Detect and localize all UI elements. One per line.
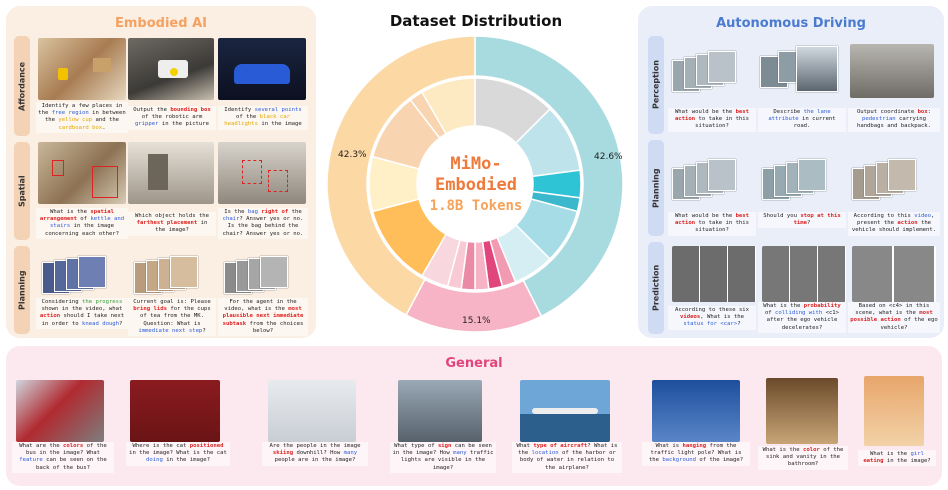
outer-slice-0 (474, 35, 624, 318)
tokens-label: 1.8B Tokens (429, 198, 523, 214)
perception-image-pedestrian (850, 44, 934, 98)
row-label-affordance: Affordance (14, 36, 30, 136)
name-line-1: MiMo- (450, 154, 502, 174)
row-label-planning: Planning (14, 246, 30, 334)
caption-general-4: What type of sign can be seen in the ima… (390, 442, 496, 473)
planning-ad-frames-2 (762, 158, 846, 204)
affordance-image-robot-arm (128, 38, 214, 100)
caption-affordance-2: Output the bounding box of the robotic a… (128, 106, 216, 130)
caption-planning-ad-2: Should you stop at this time? (758, 212, 846, 229)
general-image-traffic (398, 380, 482, 442)
planning-frames-1 (42, 256, 126, 296)
caption-prediction-3: Based on <c4> in this scene, what is the… (848, 302, 940, 333)
general-image-bathroom (766, 378, 838, 444)
caption-planning-2: Current goal is: Please bring lids for t… (128, 298, 216, 337)
dataset-distribution-title: Dataset Distribution (389, 12, 563, 30)
caption-planning-3: For the agent in the video, what is the … (218, 298, 308, 337)
caption-perception-3: Output coordinate box: pedestrian carryi… (848, 108, 940, 132)
row-label-planning-ad: Planning (648, 140, 664, 236)
spatial-image-kettle-stairs (38, 142, 126, 204)
row-label-prediction: Prediction (648, 242, 664, 334)
general-image-airplane (520, 380, 610, 442)
caption-prediction-2: What is the probability of colliding wit… (758, 302, 846, 333)
general-image-bus (16, 380, 104, 442)
prediction-grid-2 (762, 246, 846, 302)
prediction-grid-1 (672, 246, 756, 302)
name-line-2: Embodied (435, 175, 517, 195)
perception-frames-1 (672, 50, 756, 96)
donut-center (418, 127, 532, 241)
caption-spatial-3: Is the bag right of the chair? Answer ye… (218, 208, 308, 239)
row-label-spatial: Spatial (14, 142, 30, 240)
pct-autonomous: 42.6% (594, 152, 623, 162)
spatial-image-room (128, 142, 214, 204)
general-title: General (445, 356, 503, 371)
caption-affordance-1: Identify a few places in the free region… (36, 102, 128, 133)
caption-general-7: What is the color of the sink and vanity… (758, 446, 848, 470)
autonomous-driving-panel: Autonomous Driving Perception Planning P… (638, 6, 944, 338)
prediction-grid-3 (852, 246, 936, 302)
mimo-embodied-label: MiMo- Embodied 1.8B Tokens (388, 154, 564, 217)
caption-general-8: What is the girl eating in the image? (858, 450, 936, 467)
dataset-distribution-donut (326, 35, 624, 333)
caption-planning-1: Considering the progress shown in the vi… (36, 298, 128, 329)
autonomous-driving-title: Autonomous Driving (716, 16, 866, 31)
caption-planning-ad-3: According to this video, present the act… (848, 212, 940, 236)
caption-general-3: Are the people in the image skiing downh… (262, 442, 368, 466)
perception-frames-2 (760, 46, 844, 96)
planning-frames-3 (224, 256, 308, 296)
caption-perception-2: Describe the lane attribute in current r… (758, 108, 846, 132)
planning-ad-frames-3 (852, 158, 936, 204)
general-image-skiing (268, 380, 356, 442)
outer-slice-2 (326, 35, 476, 317)
row-label-perception: Perception (648, 36, 664, 134)
caption-general-5: What type of aircraft? What is the locat… (512, 442, 622, 473)
general-image-traffic-light (652, 380, 740, 442)
pct-general: 15.1% (462, 316, 491, 326)
affordance-image-tabletop (38, 38, 126, 100)
inner-slice-16 (420, 77, 476, 135)
general-panel: General What are the colors of the bus i… (6, 346, 942, 486)
caption-affordance-3: Identify several points of the black car… (218, 106, 308, 130)
general-image-cat (130, 380, 220, 442)
spatial-image-chair-bag (218, 142, 306, 204)
caption-general-6: What is hanging from the traffic light p… (642, 442, 750, 466)
caption-general-2: Where is the cat positioned in the image… (126, 442, 230, 466)
caption-prediction-1: According to these six videos, What is t… (668, 306, 756, 330)
caption-planning-ad-1: What would be the best action to take in… (668, 212, 756, 236)
affordance-image-car (218, 38, 306, 100)
pct-embodied: 42.3% (338, 150, 367, 160)
caption-general-1: What are the colors of the bus in the im… (12, 442, 114, 473)
caption-spatial-2: Which object holds the farthest placemen… (128, 212, 216, 236)
planning-frames-2 (134, 256, 218, 296)
embodied-ai-panel: Embodied AI Affordance Spatial Planning … (6, 6, 316, 338)
planning-ad-frames-1 (672, 158, 756, 204)
caption-perception-1: What would be the best action to take in… (668, 108, 756, 132)
caption-spatial-1: What is the spatial arrangement of kettl… (36, 208, 128, 239)
embodied-ai-title: Embodied AI (115, 16, 207, 31)
general-image-girl (864, 376, 924, 446)
